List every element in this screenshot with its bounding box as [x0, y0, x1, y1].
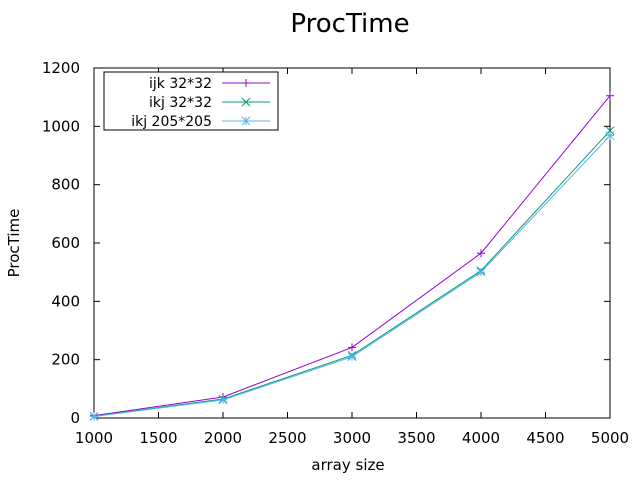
data-point — [477, 249, 485, 258]
x-tick-label: 1500 — [139, 429, 177, 447]
x-tick-label: 1000 — [75, 429, 113, 447]
legend-label-1: ijk 32*32 — [149, 76, 212, 92]
y-tick-label: 800 — [51, 176, 80, 194]
x-tick-label: 3000 — [333, 429, 371, 447]
x-tick-label: 4000 — [462, 429, 500, 447]
x-tick-label: 2000 — [204, 429, 242, 447]
x-tick-label: 5000 — [591, 429, 629, 447]
data-point — [476, 267, 486, 277]
y-tick-label: 0 — [70, 409, 80, 427]
x-tick-label: 3500 — [397, 429, 435, 447]
legend-marker-3 — [241, 116, 251, 126]
x-tick-label: 2500 — [268, 429, 306, 447]
axis-ticks: 1000 1500 2000 2500 3000 3500 4000 4500 5000 0 200… — [42, 59, 629, 447]
legend-label-3: ikj 205*205 — [131, 114, 212, 130]
legend-box — [103, 71, 279, 131]
data-point — [89, 412, 99, 421]
y-axis-label: ProcTime — [5, 209, 23, 278]
y-tick-label: 1200 — [42, 59, 80, 77]
data-point — [605, 131, 615, 141]
data-point — [218, 395, 228, 405]
data-point — [606, 91, 614, 100]
data-point — [347, 352, 357, 362]
y-tick-label: 200 — [51, 351, 80, 369]
x-tick-label: 4500 — [526, 429, 564, 447]
x-axis-label: array size — [311, 456, 384, 474]
legend: ijk 32*32 ikj 32*32 ikj 205*205 — [103, 71, 279, 131]
legend-marker-1 — [242, 79, 250, 87]
y-tick-label: 1000 — [42, 117, 80, 135]
y-tick-label: 400 — [51, 292, 80, 310]
legend-marker-2 — [241, 97, 251, 107]
chart-title: ProcTime — [290, 9, 409, 39]
series-group — [89, 91, 615, 421]
series-line-3 — [93, 135, 611, 418]
data-point — [348, 343, 356, 352]
legend-label-2: ikj 32*32 — [149, 95, 212, 111]
series-line-1 — [93, 95, 611, 417]
y-tick-label: 600 — [51, 234, 80, 252]
series-line-2 — [93, 130, 611, 417]
